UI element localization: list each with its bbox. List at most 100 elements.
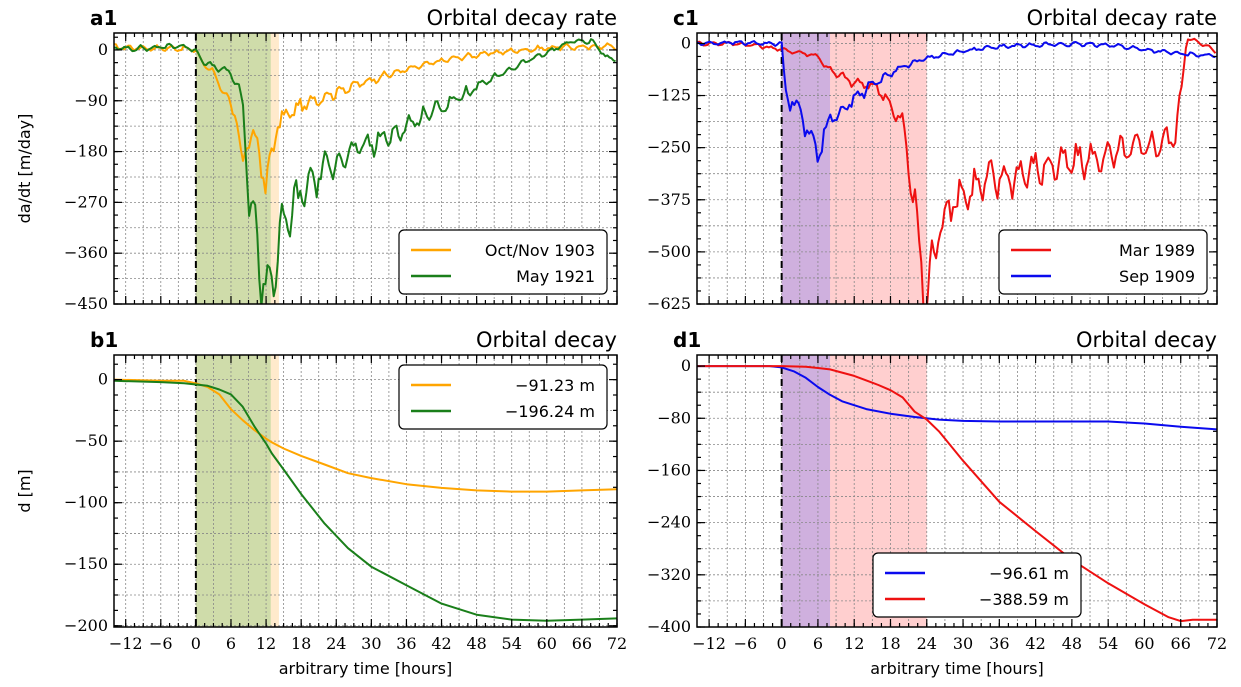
x-axis-label: arbitrary time [hours] (279, 659, 452, 678)
ticks (697, 355, 1218, 628)
y-tick-label: −625 (647, 294, 691, 313)
legend-label: May 1921 (516, 267, 595, 286)
x-tick-label: −6 (734, 634, 758, 653)
y-tick-label: −250 (647, 138, 691, 157)
y-tick-label: −270 (64, 192, 108, 211)
axes-frame (696, 32, 1218, 305)
panel-d1: 0 −80 −160 −240 −320 −400−12 −6 0 6 12 18 24 30 36 42 4… (647, 328, 1227, 678)
ticks (114, 355, 618, 627)
legend-label: −91.23 m (515, 376, 595, 395)
x-tick-label: 48 (466, 634, 486, 653)
panel-title: Orbital decay (476, 328, 617, 352)
legend: −96.61 m −388.59 m (872, 552, 1082, 618)
x-tick-label: 36 (396, 634, 416, 653)
x-axis-label: arbitrary time [hours] (870, 659, 1043, 678)
y-axis-label: da/dt [m/day] (15, 114, 34, 224)
legend-box (398, 229, 608, 295)
panel-a1: 0 −90 −180 −270 −360 −450 da/dt [m/day] a1 Orbit… (15, 6, 618, 313)
panel-label: d1 (673, 328, 701, 352)
x-tick-label: 48 (1062, 634, 1082, 653)
series-group (114, 378, 617, 622)
y-tick-label: 0 (98, 370, 108, 389)
y-tick-label: 0 (98, 40, 108, 59)
y-tick-label: −450 (64, 294, 108, 313)
series-line (697, 365, 1217, 623)
legend-label: −96.61 m (989, 564, 1069, 583)
x-tick-label: 12 (844, 634, 864, 653)
x-tick-label: 6 (226, 634, 236, 653)
x-tick-label: 60 (1134, 634, 1154, 653)
legend-box (998, 229, 1208, 295)
series-line (114, 42, 617, 195)
x-tick-label: 66 (1171, 634, 1191, 653)
panel-b1: 0 −50 −100 −150 −200−12 −6 0 6 12 18 24 30 36 42 48 54 6… (15, 328, 627, 678)
x-tick-label: 66 (572, 634, 592, 653)
y-tick-label: −360 (64, 243, 108, 262)
series-line (697, 365, 1217, 431)
series-group (114, 38, 617, 304)
y-tick-label: −375 (647, 190, 691, 209)
legend: Mar 1989 Sep 1909 (998, 229, 1208, 295)
legend: Oct/Nov 1903 May 1921 (398, 229, 608, 295)
x-tick-label: 72 (607, 634, 627, 653)
x-tick-label: −6 (149, 634, 173, 653)
series-group (697, 37, 1217, 304)
x-tick-label: 54 (502, 634, 522, 653)
legend-label: Mar 1989 (1119, 241, 1195, 260)
x-tick-label: −12 (692, 634, 726, 653)
panel-title: Orbital decay (1076, 328, 1217, 352)
x-tick-label: 30 (953, 634, 973, 653)
y-tick-label: −320 (647, 565, 691, 584)
x-tick-label: 24 (326, 634, 346, 653)
series-line (114, 379, 617, 622)
legend-label: Sep 1909 (1119, 267, 1195, 286)
panel-label: b1 (90, 328, 118, 352)
shaded-region (195, 355, 271, 627)
panel-c1: 0 −125 −250 −375 −500 −625 c1 Orbital decay rat… (647, 6, 1218, 313)
x-tick-label: 0 (191, 634, 201, 653)
y-tick-label: −180 (64, 142, 108, 161)
x-tick-label: 42 (1025, 634, 1045, 653)
x-tick-label: 72 (1207, 634, 1227, 653)
panel-title: Orbital decay rate (427, 6, 617, 30)
legend: −91.23 m −196.24 m (398, 364, 608, 430)
x-tick-label: 24 (917, 634, 937, 653)
ticks (114, 33, 618, 305)
series-group (697, 365, 1217, 623)
legend-box (872, 552, 1082, 618)
axes-frame (113, 32, 618, 305)
y-tick-label: 0 (681, 356, 691, 375)
legend-label: −196.24 m (505, 402, 595, 421)
y-tick-label: 0 (681, 33, 691, 52)
panel-label: a1 (90, 6, 117, 30)
y-tick-label: −500 (647, 242, 691, 261)
x-tick-label: 30 (361, 634, 381, 653)
axes-frame (113, 354, 618, 628)
y-tick-label: −125 (647, 86, 691, 105)
panel-title: Orbital decay rate (1027, 6, 1217, 30)
y-tick-label: −200 (64, 616, 108, 635)
x-tick-label: 36 (989, 634, 1009, 653)
series-line (697, 40, 1216, 163)
shaded-region (781, 33, 831, 304)
legend-label: Oct/Nov 1903 (485, 241, 595, 260)
x-tick-label: 60 (537, 634, 557, 653)
legend-box (398, 364, 608, 430)
y-tick-label: −160 (647, 460, 691, 479)
series-line (114, 38, 616, 304)
y-tick-label: −90 (74, 91, 108, 110)
series-line (697, 37, 1217, 304)
x-tick-label: 18 (880, 634, 900, 653)
y-tick-label: −50 (74, 431, 108, 450)
y-axis-label: d [m] (15, 469, 34, 512)
x-tick-label: 18 (291, 634, 311, 653)
x-tick-label: 54 (1098, 634, 1118, 653)
x-tick-label: 12 (256, 634, 276, 653)
ticks (697, 33, 1218, 305)
x-tick-label: 0 (777, 634, 787, 653)
panel-label: c1 (673, 6, 699, 30)
legend-label: −388.59 m (979, 590, 1069, 609)
y-tick-label: −400 (647, 617, 691, 636)
y-tick-label: −240 (647, 513, 691, 532)
